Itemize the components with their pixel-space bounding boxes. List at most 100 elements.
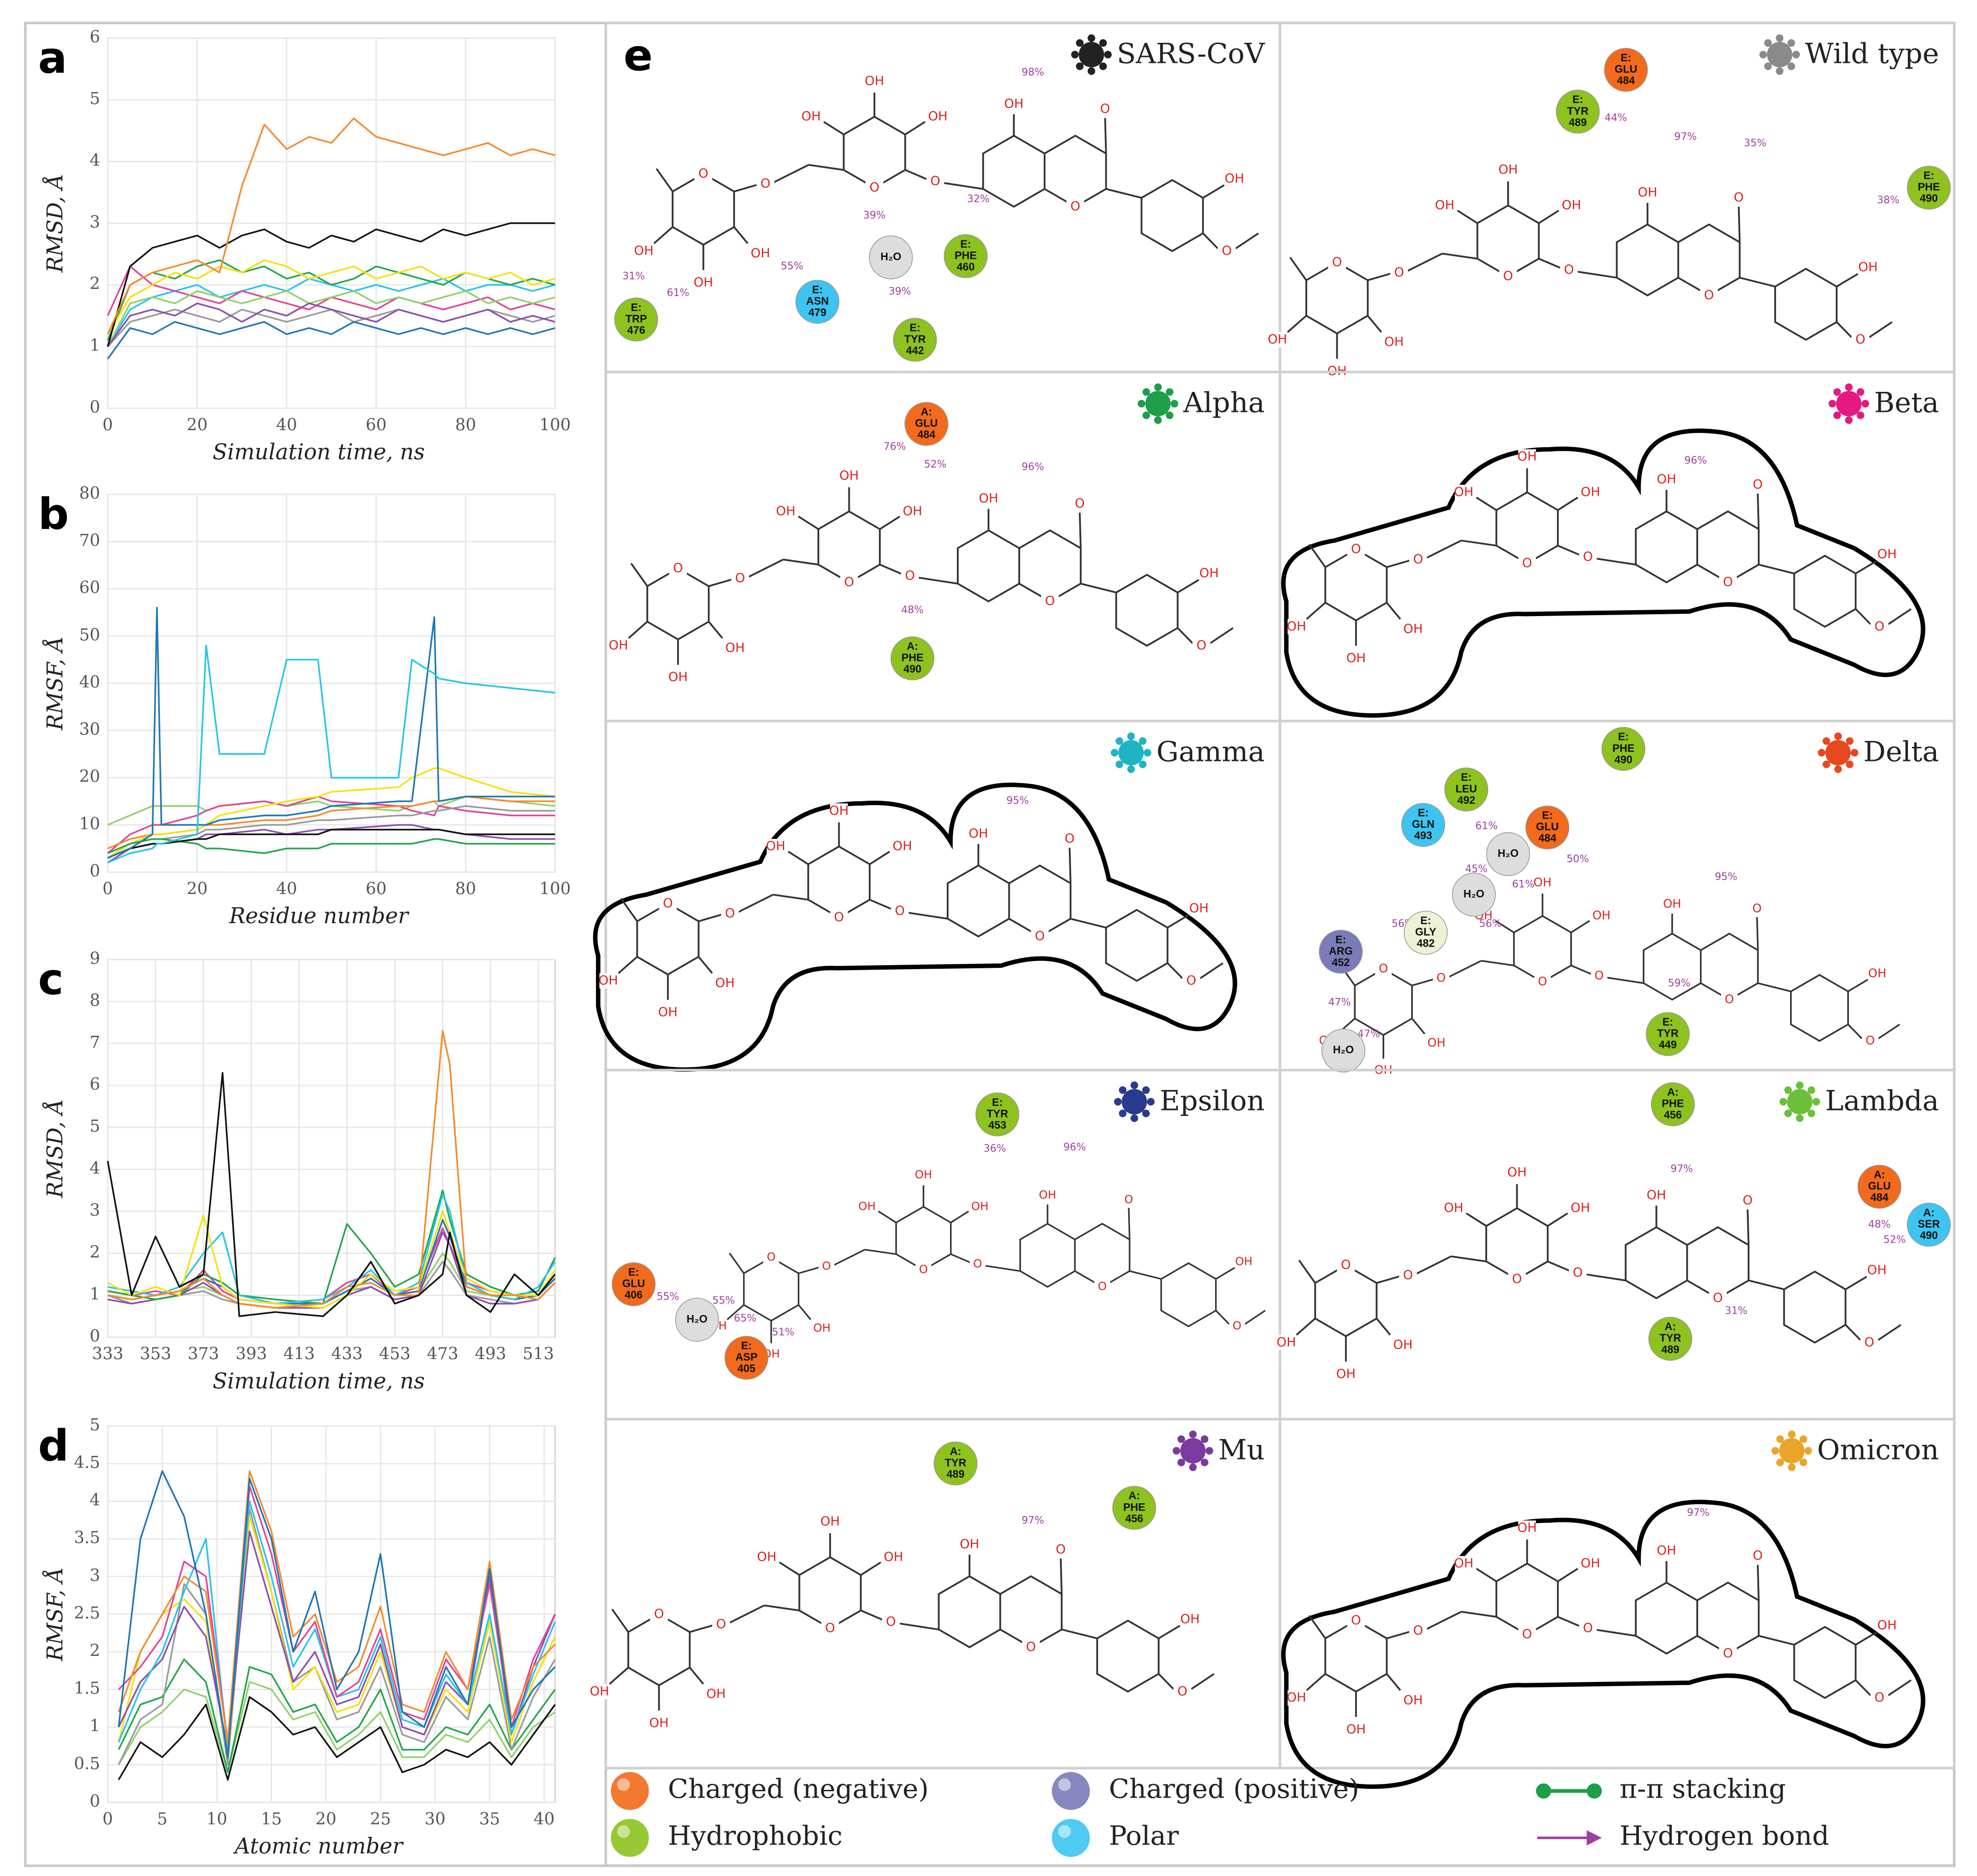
virus-spike — [1110, 749, 1119, 757]
atom-label: OH — [1657, 1543, 1676, 1558]
atom-bg — [904, 504, 922, 519]
virus-spike — [1189, 1463, 1197, 1471]
atom-bg — [821, 1514, 839, 1530]
atom-bg — [1375, 962, 1392, 977]
molecule-bonds — [609, 1533, 1215, 1711]
virus-spike — [1796, 1114, 1804, 1122]
atom-label: O — [760, 176, 770, 191]
interaction-percent: 48% — [1868, 1218, 1890, 1230]
interaction-percent: 65% — [734, 1312, 756, 1324]
y-tick-label: 4 — [90, 150, 100, 170]
virus-spike — [1799, 1435, 1808, 1443]
atom-label: OH — [693, 275, 713, 290]
atom-bg — [650, 1606, 668, 1622]
virus-spike — [1845, 416, 1853, 424]
interaction-percent: 44% — [1605, 112, 1627, 123]
virus-spike — [1127, 732, 1135, 740]
atom-label: O — [1045, 593, 1055, 608]
atom-bg — [1181, 1612, 1199, 1627]
atom-label: O — [1725, 992, 1734, 1006]
series-line — [107, 838, 555, 854]
atom-label: OH — [1868, 966, 1886, 980]
panel-label: a — [38, 33, 67, 83]
virus-spike — [1201, 1459, 1209, 1466]
x-tick-label: 30 — [425, 1809, 446, 1829]
x-tick-label: 373 — [188, 1344, 219, 1363]
molecule-bonds — [618, 822, 1224, 1000]
atom-bg — [1268, 332, 1287, 348]
residue — [1648, 1316, 1693, 1361]
legend-swatch — [1587, 1830, 1602, 1845]
atom-label: O — [1341, 1257, 1351, 1272]
water-label: H₂O — [687, 1314, 708, 1326]
atom-bg — [1658, 472, 1676, 488]
virus-spike — [1171, 400, 1178, 408]
virus-spike — [1845, 383, 1853, 391]
cell-title: Gamma — [1156, 736, 1265, 768]
atom-bg — [1436, 198, 1454, 213]
residue-number: 492 — [1457, 795, 1475, 807]
y-tick-label: 5 — [90, 1415, 100, 1434]
x-tick-label: 433 — [331, 1344, 363, 1363]
residue-chain: A: — [921, 406, 932, 418]
legend-swatch — [1052, 1772, 1090, 1810]
virus-spike — [1759, 51, 1767, 59]
atom-label: OH — [1571, 1200, 1590, 1215]
series-line — [107, 302, 555, 347]
residue-name: ASP — [735, 1352, 758, 1363]
virus-spike — [1764, 62, 1772, 70]
atom-bg — [1579, 549, 1597, 565]
atom-label: OH — [1225, 170, 1244, 185]
atom-bg — [1120, 1193, 1137, 1207]
residue-chain: E: — [631, 302, 642, 314]
atom-label: OH — [1877, 546, 1897, 561]
atom-bg — [980, 491, 997, 507]
y-axis-label: RMSF, Å — [42, 636, 68, 730]
atom-bg — [1455, 484, 1473, 500]
virus-spike — [1088, 34, 1095, 42]
cell-title: Delta — [1864, 736, 1939, 768]
atom-label: OH — [715, 975, 735, 990]
virus-spike — [1784, 1086, 1792, 1094]
atom-bg — [1579, 1620, 1597, 1636]
y-tick-label: 40 — [79, 672, 100, 692]
atom-bg — [1394, 1337, 1412, 1353]
atom-label: OH — [757, 1549, 776, 1564]
residue — [724, 1336, 769, 1380]
molecule-bonds — [726, 1185, 1266, 1343]
atom-label: O — [1503, 268, 1513, 283]
atom-bg — [1571, 1200, 1589, 1216]
atom-bg — [1859, 260, 1877, 275]
atom-bg — [929, 109, 947, 124]
x-tick-label: 493 — [475, 1344, 506, 1363]
atom-bg — [972, 1200, 988, 1214]
residue-name: TYR — [1657, 1028, 1679, 1040]
residue-name: GLN — [1412, 819, 1435, 831]
virus-spike — [1776, 34, 1784, 42]
x-tick-label: 10 — [206, 1809, 227, 1829]
virus-spike — [1771, 1447, 1779, 1455]
residue — [1403, 910, 1448, 955]
atom-bg — [1399, 1268, 1417, 1283]
y-tick-label: 8 — [90, 990, 100, 1010]
series-line — [107, 1072, 556, 1317]
atom-label: OH — [1562, 197, 1582, 212]
atom-label: O — [1232, 1319, 1241, 1332]
interaction-percent: 98% — [1022, 66, 1044, 78]
virus-spike — [1856, 388, 1864, 396]
interaction-percent: 48% — [901, 604, 924, 616]
atom-bg — [766, 838, 785, 854]
virus-spike — [1804, 1447, 1812, 1455]
residue-chain: E: — [1542, 810, 1553, 822]
virus-spike — [1808, 1086, 1815, 1094]
atom-label: O — [1379, 962, 1388, 976]
molecule-bonds — [1287, 181, 1893, 359]
atom-label: O — [1196, 637, 1207, 653]
y-tick-label: 1 — [90, 1716, 100, 1736]
series-line — [118, 1470, 556, 1758]
residue-number: 484 — [1538, 833, 1556, 844]
residue — [675, 1298, 719, 1342]
